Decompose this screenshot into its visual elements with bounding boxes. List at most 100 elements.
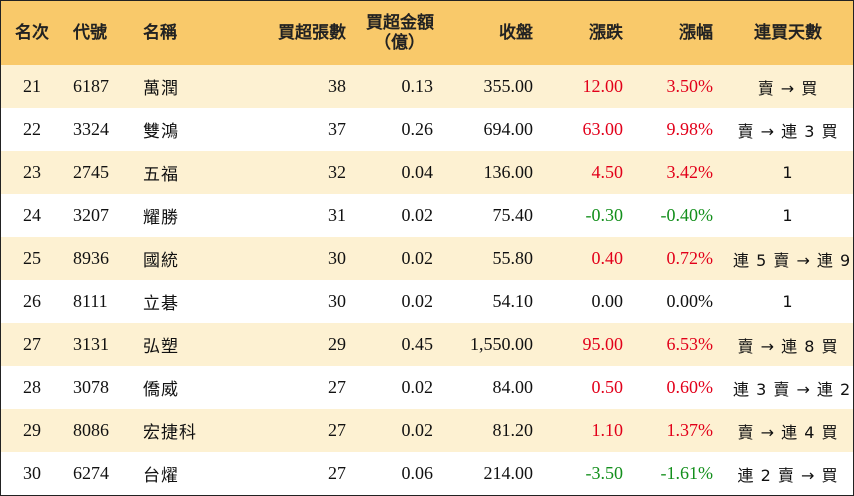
table-row: 28 3078 僑威 27 0.02 84.00 0.50 0.60% 連 3 賣 → 連 2 … (1, 366, 854, 409)
cell-code: 3207 (73, 205, 109, 225)
cell-change-pct: 0.72% (666, 248, 714, 268)
cell-close: 84.00 (492, 377, 534, 397)
cell-net-buy-lots: 32 (328, 162, 346, 182)
cell-change-pct: 0.00% (666, 291, 714, 311)
cell-change: -3.50 (585, 463, 624, 483)
cell-net-buy-lots: 27 (328, 377, 346, 397)
cell-name: 弘塑 (143, 337, 179, 357)
table-row: 21 6187 萬潤 38 0.13 355.00 12.00 3.50% 賣 → 買 (1, 65, 853, 108)
cell-change-pct: -1.61% (660, 463, 714, 483)
header-net-buy-lots: 買超張數 (278, 23, 346, 43)
cell-close: 54.10 (492, 291, 534, 311)
cell-change: -0.30 (585, 205, 624, 225)
cell-code: 8936 (73, 248, 109, 268)
cell-rank: 27 (23, 334, 41, 354)
cell-rank: 22 (23, 119, 41, 139)
cell-consecutive-days: 1 (782, 206, 794, 225)
cell-change: 1.10 (591, 420, 624, 440)
cell-consecutive-days: 賣 → 連 8 買 (737, 336, 839, 356)
cell-name: 僑威 (143, 380, 179, 400)
cell-net-buy-lots: 30 (328, 248, 346, 268)
cell-code: 2745 (73, 162, 109, 182)
cell-code: 6274 (73, 463, 109, 483)
cell-net-buy-lots: 37 (328, 119, 346, 139)
cell-change-pct: 0.60% (666, 377, 714, 397)
cell-rank: 23 (23, 162, 41, 182)
cell-rank: 24 (23, 205, 41, 225)
cell-close: 694.00 (483, 119, 534, 139)
header-rank: 名次 (15, 23, 49, 43)
table-row: 22 3324 雙鴻 37 0.26 694.00 63.00 9.98% 賣 → 連 3 買 (1, 108, 853, 151)
cell-rank: 25 (23, 248, 41, 268)
cell-name: 五福 (143, 165, 179, 185)
cell-close: 136.00 (483, 162, 534, 182)
cell-change: 0.50 (591, 377, 624, 397)
table-row: 29 8086 宏捷科 27 0.02 81.20 1.10 1.37% 賣 → 連 4 買 (1, 409, 853, 452)
cell-consecutive-days: 連 3 賣 → 連 2 買 (733, 379, 854, 399)
cell-code: 6187 (73, 76, 109, 96)
cell-change: 0.00 (591, 291, 624, 311)
cell-code: 8086 (73, 420, 109, 440)
cell-close: 75.40 (492, 205, 534, 225)
cell-consecutive-days: 連 5 賣 → 連 9 買 (733, 250, 854, 270)
cell-net-buy-amount: 0.26 (401, 119, 434, 139)
cell-change: 95.00 (582, 334, 624, 354)
header-row: 名次 代號 名稱 買超張數 買超金額 （億） 收盤 漲跌 漲幅 連買天數 (1, 1, 853, 65)
header-close: 收盤 (499, 23, 533, 43)
cell-change: 4.50 (591, 162, 624, 182)
cell-change-pct: 9.98% (666, 119, 714, 139)
cell-net-buy-amount: 0.02 (401, 291, 434, 311)
cell-net-buy-amount: 0.02 (401, 248, 434, 268)
cell-name: 立碁 (143, 294, 179, 314)
cell-change-pct: 3.42% (666, 162, 714, 182)
cell-consecutive-days: 1 (782, 292, 794, 311)
cell-net-buy-amount: 0.13 (401, 76, 434, 96)
table-row: 24 3207 耀勝 31 0.02 75.40 -0.30 -0.40% 1 (1, 194, 853, 237)
cell-net-buy-lots: 31 (328, 205, 346, 225)
header-change: 漲跌 (589, 23, 623, 43)
cell-rank: 28 (23, 377, 41, 397)
table-header: 名次 代號 名稱 買超張數 買超金額 （億） 收盤 漲跌 漲幅 連買天數 (1, 1, 853, 65)
cell-name: 雙鴻 (143, 122, 179, 142)
cell-close: 214.00 (483, 463, 534, 483)
table-row: 30 6274 台燿 27 0.06 214.00 -3.50 -1.61% 連 2 賣 → 買 (1, 452, 853, 495)
header-consecutive-days: 連買天數 (754, 23, 822, 43)
header-change-pct: 漲幅 (679, 23, 713, 43)
cell-consecutive-days: 賣 → 連 3 買 (737, 121, 839, 141)
table-row: 25 8936 國統 30 0.02 55.80 0.40 0.72% 連 5 賣 → 連 9 … (1, 237, 854, 280)
cell-net-buy-amount: 0.06 (401, 463, 434, 483)
header-net-buy-amount: 買超金額 （億） (356, 1, 443, 65)
cell-change: 0.40 (591, 248, 624, 268)
cell-name: 宏捷科 (143, 423, 197, 443)
cell-consecutive-days: 連 2 賣 → 買 (737, 465, 839, 485)
cell-net-buy-amount: 0.02 (401, 420, 434, 440)
table-row: 23 2745 五福 32 0.04 136.00 4.50 3.42% 1 (1, 151, 853, 194)
cell-name: 耀勝 (143, 208, 179, 228)
cell-name: 萬潤 (143, 79, 179, 99)
table-row: 26 8111 立碁 30 0.02 54.10 0.00 0.00% 1 (1, 280, 853, 323)
cell-rank: 30 (23, 463, 41, 483)
cell-name: 台燿 (143, 466, 179, 486)
cell-net-buy-amount: 0.02 (401, 377, 434, 397)
header-net-buy-amount-line2: （億） (374, 33, 425, 53)
cell-name: 國統 (143, 251, 179, 271)
cell-consecutive-days: 賣 → 買 (757, 78, 819, 98)
cell-change: 63.00 (582, 119, 624, 139)
cell-change-pct: 3.50% (666, 76, 714, 96)
cell-net-buy-amount: 0.04 (401, 162, 434, 182)
cell-net-buy-lots: 38 (328, 76, 346, 96)
table-body: 21 6187 萬潤 38 0.13 355.00 12.00 3.50% 賣 → 買 22 332… (1, 65, 854, 495)
cell-consecutive-days: 1 (782, 163, 794, 182)
cell-change-pct: -0.40% (660, 205, 714, 225)
cell-change-pct: 1.37% (666, 420, 714, 440)
cell-rank: 21 (23, 76, 41, 96)
table-row: 27 3131 弘塑 29 0.45 1,550.00 95.00 6.53% 賣 → 連 8 … (1, 323, 853, 366)
cell-code: 3324 (73, 119, 109, 139)
cell-net-buy-lots: 27 (328, 463, 346, 483)
cell-code: 8111 (73, 291, 108, 311)
header-code: 代號 (73, 23, 107, 43)
cell-net-buy-amount: 0.02 (401, 205, 434, 225)
cell-rank: 26 (23, 291, 41, 311)
cell-rank: 29 (23, 420, 41, 440)
